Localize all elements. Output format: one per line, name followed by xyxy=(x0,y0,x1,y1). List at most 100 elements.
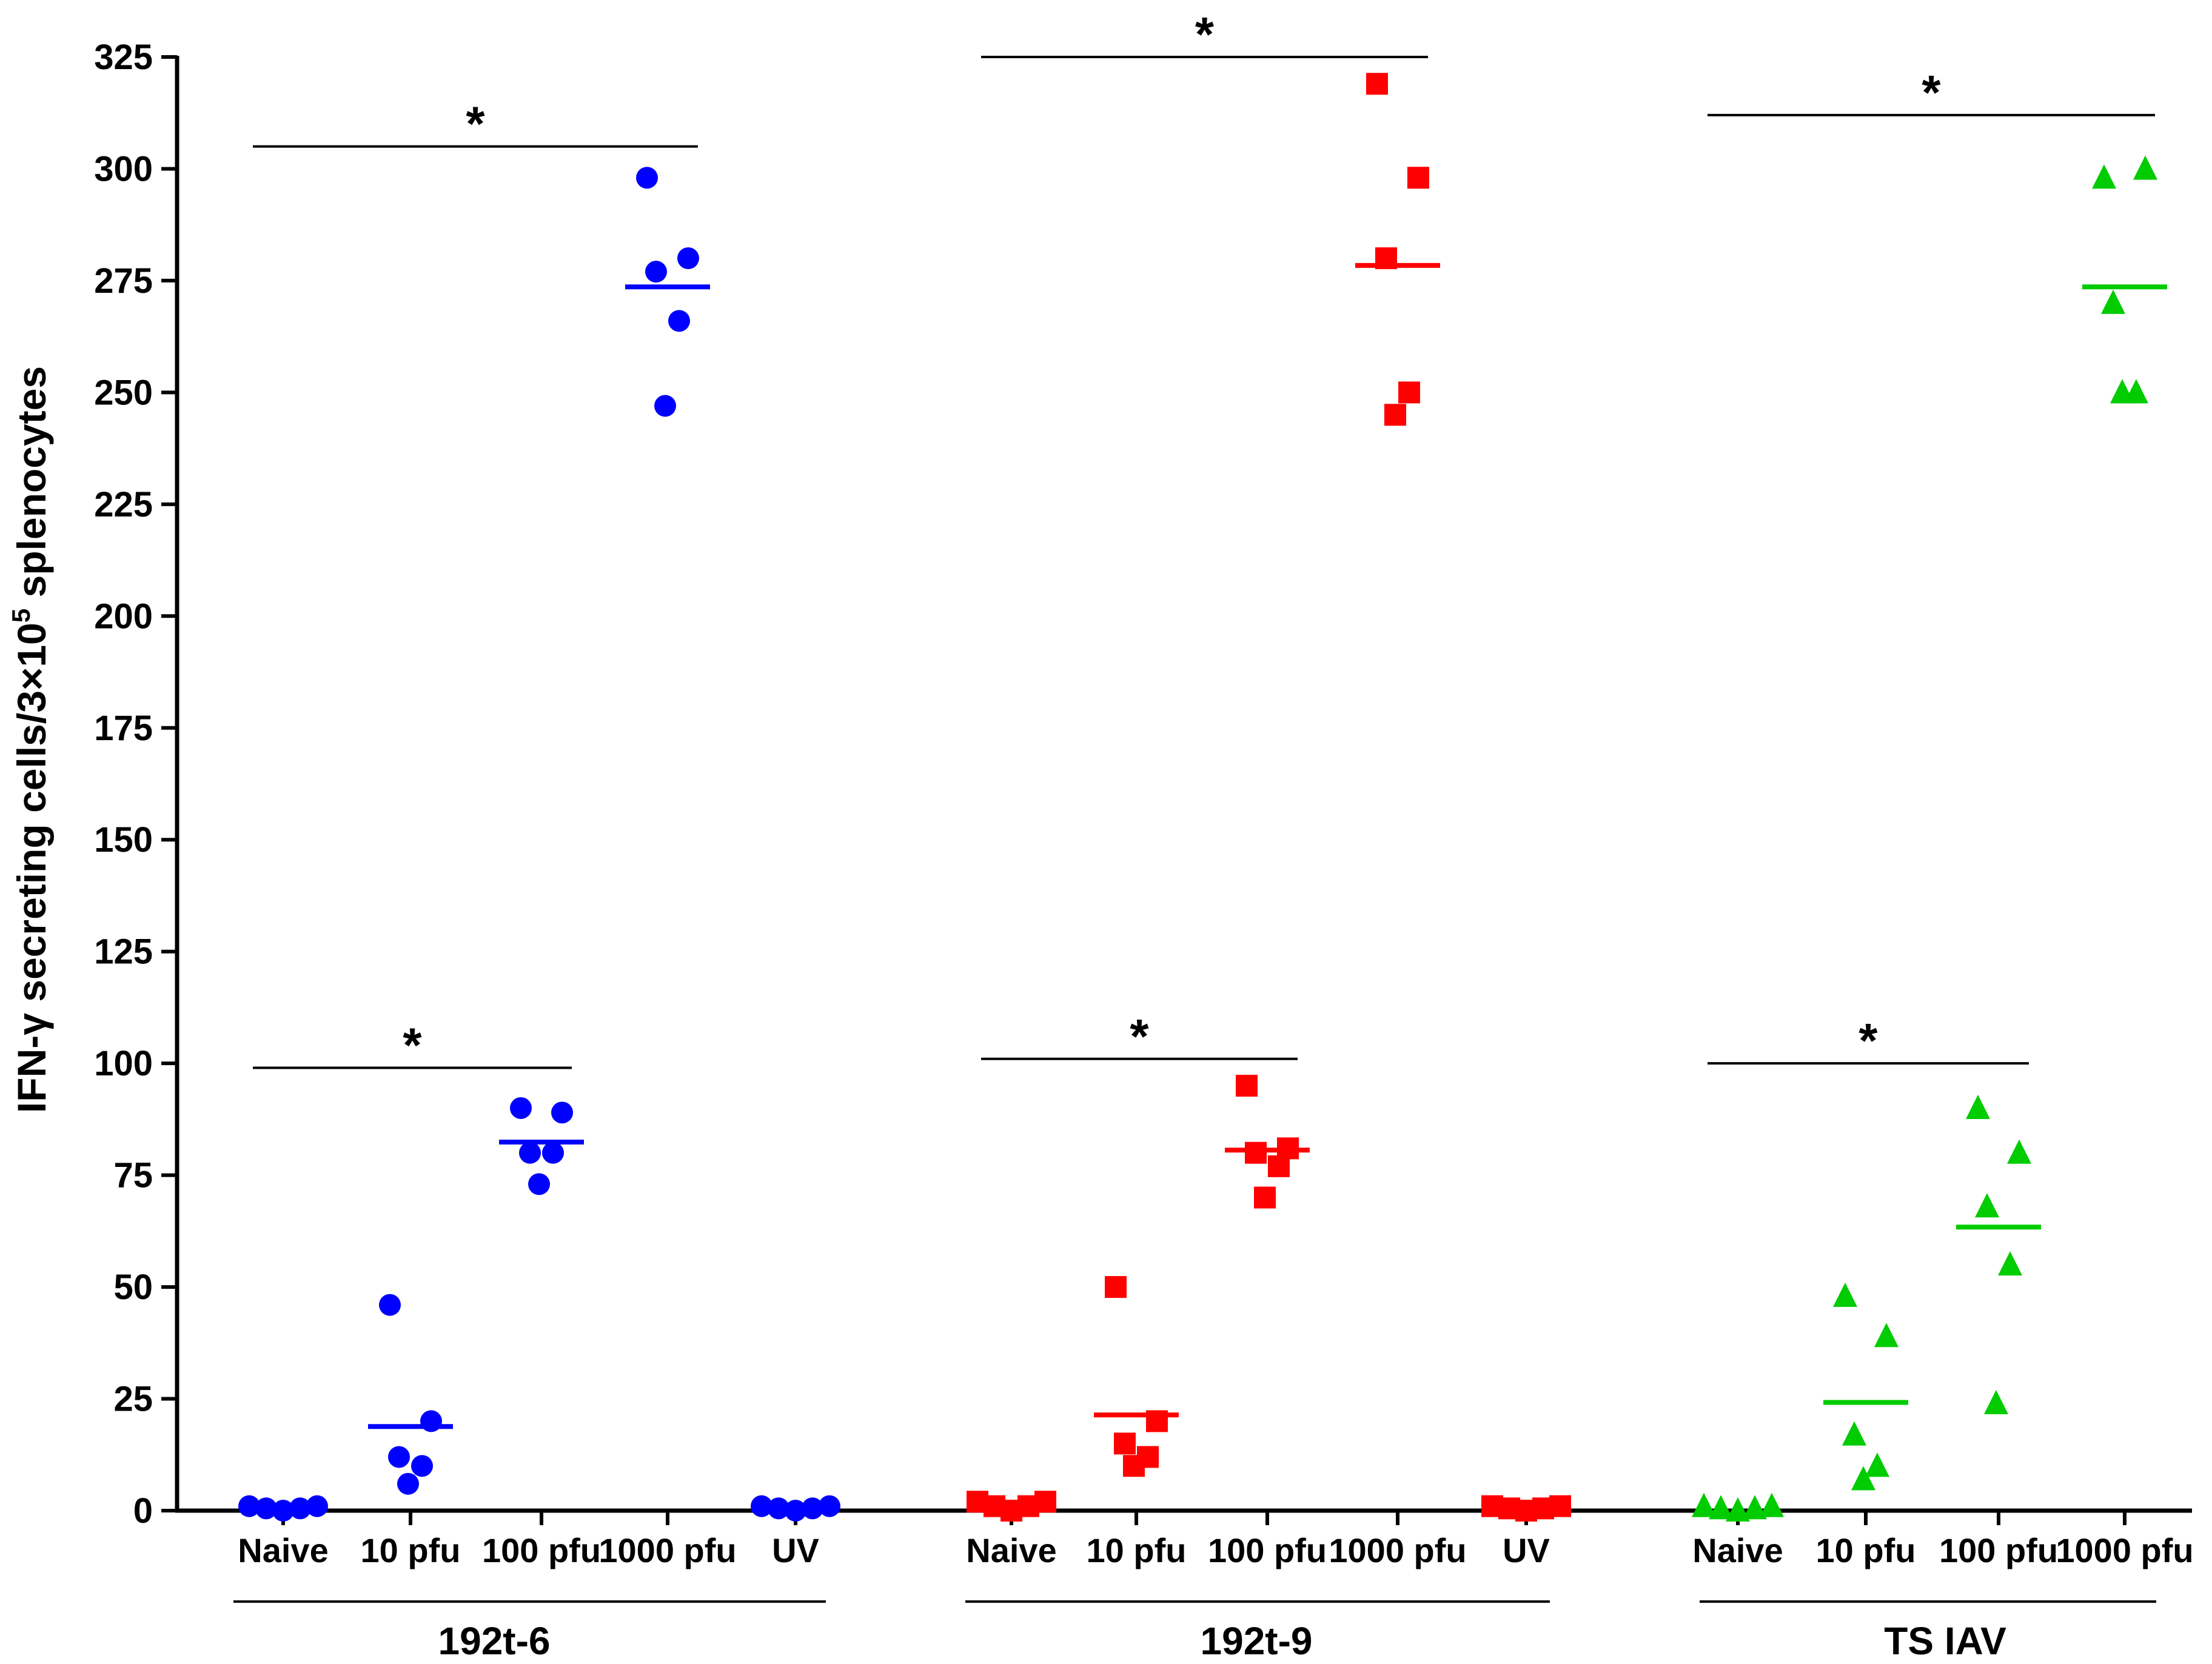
data-point xyxy=(1692,1492,1716,1517)
significance-star: * xyxy=(1130,1009,1149,1063)
significance-star: * xyxy=(1858,1014,1878,1068)
y-tick-label: 200 xyxy=(94,596,153,636)
data-point xyxy=(551,1101,573,1124)
x-tick-label: UV xyxy=(772,1531,819,1569)
data-point xyxy=(272,1500,294,1522)
y-tick-label: 325 xyxy=(94,38,153,77)
data-point xyxy=(1123,1455,1145,1477)
data-point xyxy=(1407,167,1429,189)
data-point xyxy=(654,395,676,417)
y-axis: 0 25 50 75 100 125 150 175 200 225 250 275 300 325 xyxy=(94,38,179,1531)
data-point xyxy=(1760,1492,1784,1517)
y-axis-label: IFN-γ secreting cells/3×105 splenocytes xyxy=(7,366,54,1113)
y-tick-label: 50 xyxy=(113,1268,153,1307)
data-point xyxy=(2110,379,2134,404)
data-groups xyxy=(238,73,2167,1522)
data-point xyxy=(1833,1282,1857,1307)
group-label: 192t-9 xyxy=(1201,1619,1313,1663)
data-point xyxy=(1114,1432,1136,1455)
significance-star: * xyxy=(1195,7,1215,61)
data-point xyxy=(1966,1094,1990,1119)
data-point xyxy=(785,1500,806,1522)
x-tick-label: 10 pfu xyxy=(1087,1531,1187,1569)
x-tick-label: 1000 pfu xyxy=(1329,1531,1466,1569)
y-tick-label: 25 xyxy=(113,1380,153,1419)
significance-star: * xyxy=(403,1018,422,1072)
group-2 xyxy=(1692,155,2167,1522)
data-point xyxy=(1105,1276,1127,1298)
y-tick-label: 100 xyxy=(94,1044,153,1083)
data-point xyxy=(2092,164,2116,189)
data-point xyxy=(510,1097,532,1119)
x-tick-label: UV xyxy=(1503,1531,1550,1569)
x-tick-label: 10 pfu xyxy=(361,1531,461,1569)
data-point xyxy=(306,1495,328,1517)
data-point xyxy=(411,1455,433,1477)
group-0 xyxy=(238,167,840,1522)
y-tick-label: 300 xyxy=(94,149,153,189)
data-point xyxy=(1998,1251,2022,1276)
data-point xyxy=(1865,1452,1889,1477)
y-tick-label: 225 xyxy=(94,485,153,524)
x-tick-label: Naive xyxy=(1692,1531,1783,1569)
y-axis-label-main: IFN-γ secreting cells/3×10 xyxy=(9,623,54,1113)
data-point xyxy=(1851,1466,1875,1491)
y-tick-label: 250 xyxy=(94,373,153,412)
x-tick-label: 10 pfu xyxy=(1816,1531,1916,1569)
data-point xyxy=(2007,1139,2031,1164)
data-point xyxy=(819,1495,840,1517)
data-point xyxy=(636,167,658,189)
data-point xyxy=(1366,73,1388,95)
data-point xyxy=(1398,381,1420,404)
x-tick-label: 100 pfu xyxy=(1208,1531,1327,1569)
group-label: 192t-6 xyxy=(438,1619,551,1663)
y-tick-label: 175 xyxy=(94,709,153,748)
data-point xyxy=(802,1497,823,1520)
significance-brackets: * * * * * * xyxy=(253,7,2155,1072)
significance-star: * xyxy=(1922,65,1941,119)
data-point xyxy=(1236,1075,1258,1097)
data-point xyxy=(1726,1497,1750,1522)
x-tick-label: 100 pfu xyxy=(1939,1531,2058,1569)
data-point xyxy=(677,247,699,270)
y-axis-label-sup: 5 xyxy=(7,609,35,623)
data-point xyxy=(1743,1495,1767,1520)
x-tick-label: 100 pfu xyxy=(482,1531,601,1569)
data-point xyxy=(1384,404,1406,426)
y-tick-label: 125 xyxy=(94,932,153,972)
data-point xyxy=(1709,1495,1733,1520)
data-point xyxy=(388,1446,410,1468)
x-tick-label: 1000 pfu xyxy=(598,1531,736,1569)
data-point xyxy=(255,1497,277,1520)
data-point xyxy=(1842,1421,1866,1446)
data-point xyxy=(1254,1186,1276,1209)
data-point xyxy=(1984,1389,2008,1414)
data-point xyxy=(289,1497,311,1520)
data-point xyxy=(751,1495,773,1517)
significance-star: * xyxy=(466,97,485,151)
data-point xyxy=(397,1472,419,1495)
data-point xyxy=(528,1173,550,1195)
data-point xyxy=(768,1497,789,1520)
y-tick-label: 75 xyxy=(113,1156,153,1195)
x-tick-label: Naive xyxy=(238,1531,328,1569)
data-point xyxy=(379,1294,401,1316)
x-tick-label: Naive xyxy=(966,1531,1056,1569)
x-tick-label: 1000 pfu xyxy=(2056,1531,2193,1569)
data-point xyxy=(238,1495,260,1517)
data-point xyxy=(542,1141,564,1164)
y-tick-label: 150 xyxy=(94,820,153,860)
group-label: TS IAV xyxy=(1884,1619,2006,1663)
data-point xyxy=(645,261,667,283)
data-point xyxy=(1268,1155,1290,1177)
data-point xyxy=(1245,1141,1267,1164)
data-point xyxy=(519,1141,541,1164)
data-point xyxy=(2133,155,2157,180)
data-point xyxy=(668,310,690,332)
data-point xyxy=(2101,289,2125,314)
y-tick-label: 0 xyxy=(133,1491,153,1531)
data-point xyxy=(1874,1323,1899,1348)
data-point xyxy=(1975,1193,1999,1218)
